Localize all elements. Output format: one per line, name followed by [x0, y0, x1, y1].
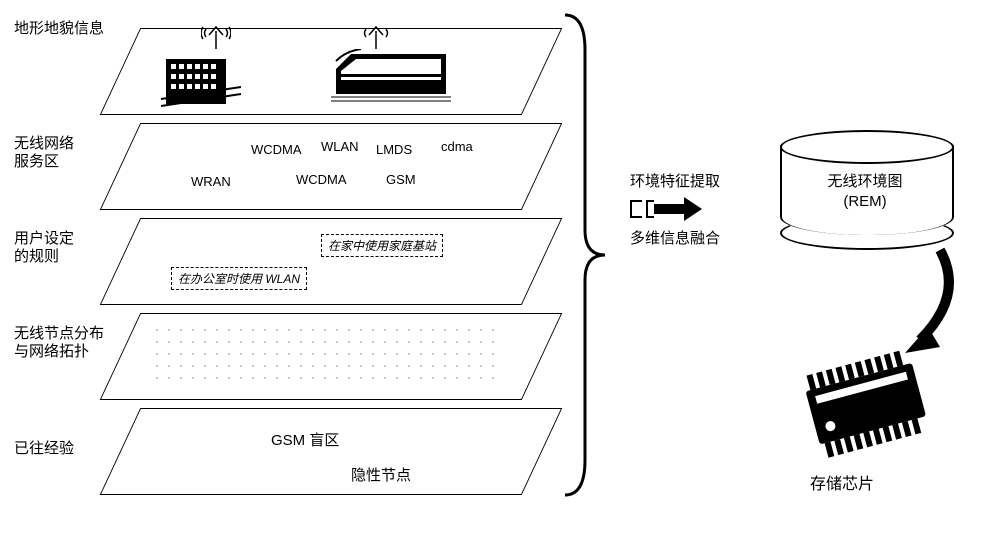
layer-label-rules: 用户设定 的规则	[14, 230, 74, 266]
layer-label-experience: 已往经验	[14, 440, 74, 458]
layer-label-topology: 无线节点分布 与网络拓扑	[14, 325, 104, 361]
tech-label: WRAN	[191, 174, 231, 189]
diagram-root: 地形地貌信息	[10, 10, 990, 524]
layer-rules: 在家中使用家庭基站 在办公室时使用 WLAN	[100, 218, 563, 305]
tech-label: cdma	[441, 139, 473, 154]
building-icon	[161, 54, 241, 109]
layer-terrain	[100, 28, 563, 115]
train-icon	[331, 49, 451, 109]
rule-box: 在办公室时使用 WLAN	[171, 267, 307, 290]
cylinder-text-2: (REM)	[780, 192, 950, 212]
layer-service: WCDMA WLAN LMDS cdma WRAN WCDMA GSM	[100, 123, 563, 210]
nodes-pattern-icon	[151, 324, 501, 384]
arrow-icon	[630, 197, 720, 221]
tech-label: LMDS	[376, 142, 412, 157]
layer-label-service: 无线网络 服务区	[14, 135, 74, 171]
rem-cylinder: 无线环境图 (REM)	[780, 130, 950, 250]
cylinder-text-1: 无线环境图	[780, 172, 950, 192]
chip-label: 存储芯片	[810, 470, 874, 494]
tech-label: GSM	[386, 172, 416, 187]
arrow-label-bottom: 多维信息融合	[630, 227, 720, 248]
tech-label: WCDMA	[251, 142, 302, 157]
layer-experience: GSM 盲区 隐性节点	[100, 408, 563, 495]
arrow-region: 环境特征提取 多维信息融合	[630, 170, 720, 252]
layer-label-terrain: 地形地貌信息	[14, 20, 104, 38]
layers-stack: 地形地貌信息	[10, 10, 570, 524]
layer-topology	[100, 313, 563, 400]
rule-box: 在家中使用家庭基站	[321, 234, 443, 257]
experience-text: 隐性节点	[351, 464, 411, 485]
experience-text: GSM 盲区	[271, 429, 339, 450]
antenna-icon	[201, 21, 231, 51]
antenna-icon	[361, 21, 391, 51]
tech-label: WLAN	[321, 139, 359, 154]
chip-icon	[780, 340, 960, 460]
right-panel: 环境特征提取 多维信息融合 无线环境图 (REM)	[630, 0, 990, 534]
arrow-label-top: 环境特征提取	[630, 170, 720, 191]
brace-icon	[560, 10, 610, 500]
tech-label: WCDMA	[296, 172, 347, 187]
